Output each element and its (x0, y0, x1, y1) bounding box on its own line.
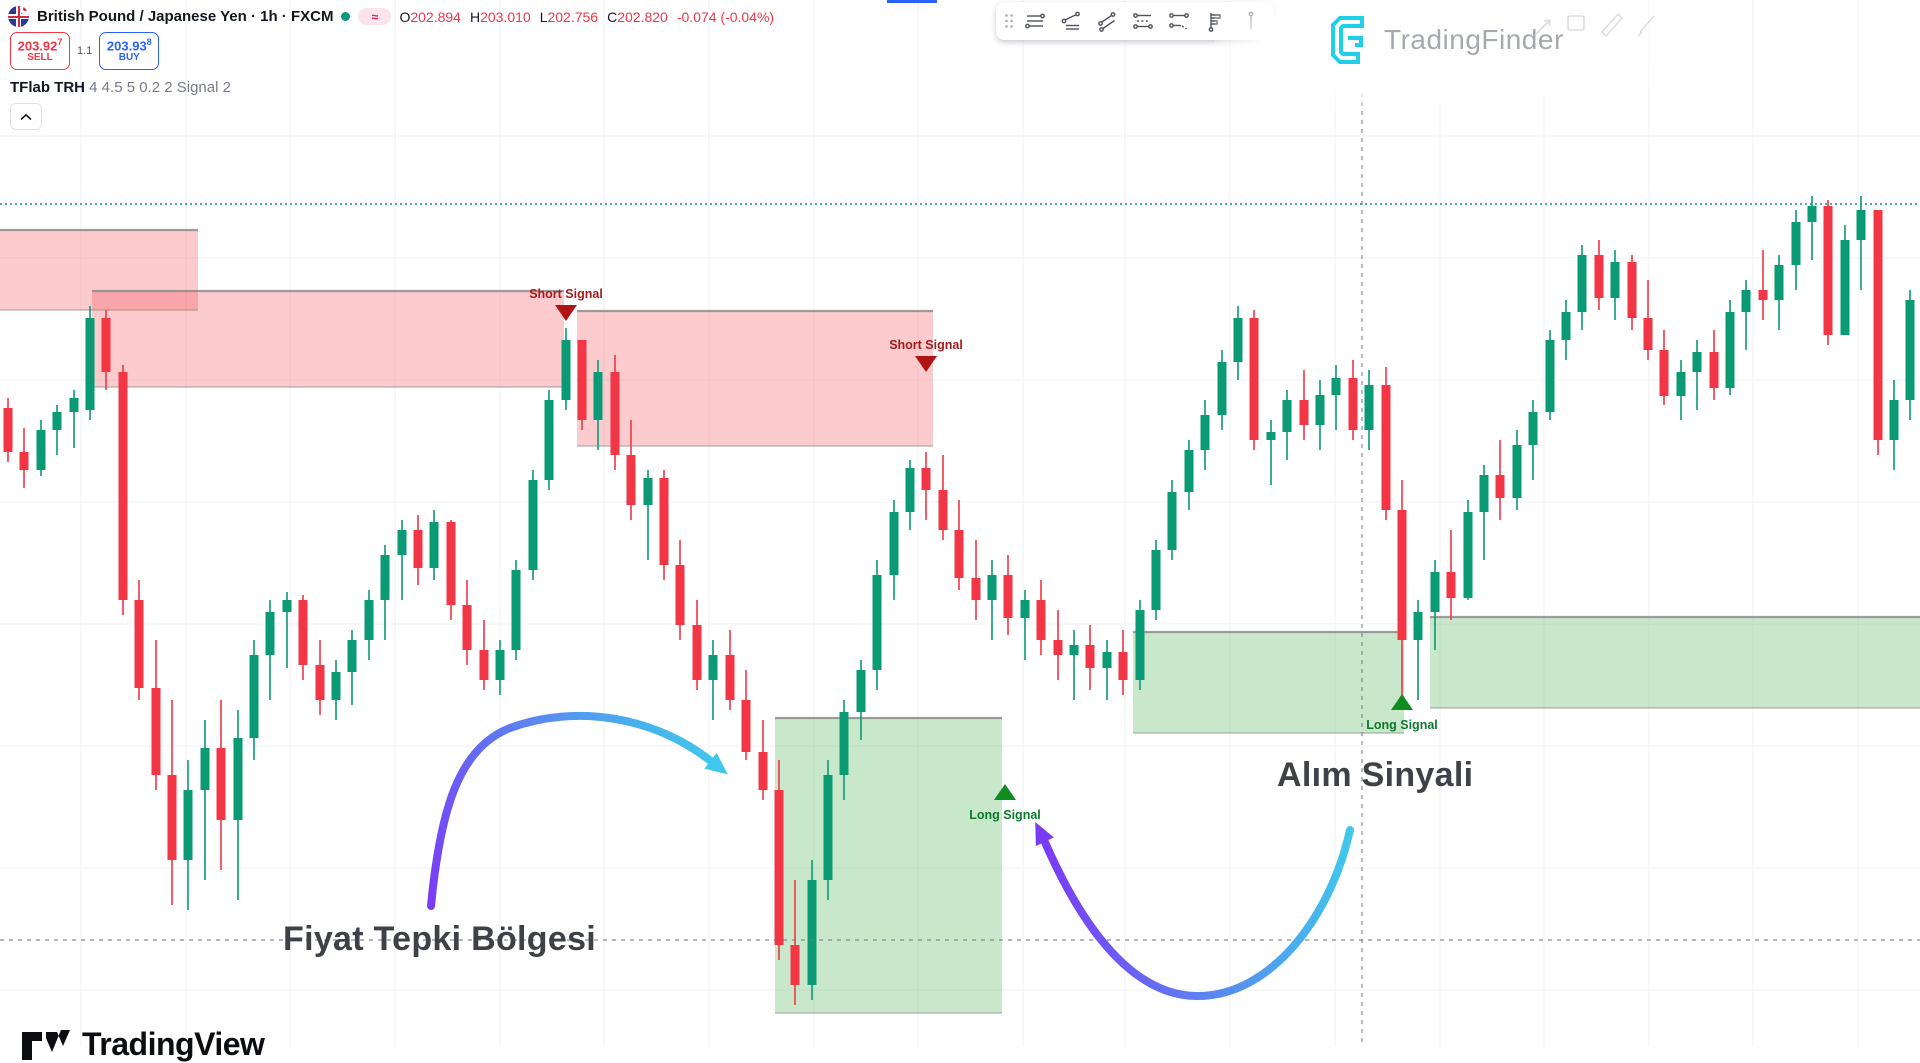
spread-value: 1.1 (77, 45, 93, 57)
top-accent-bar (887, 0, 937, 3)
long-signal-label: Long Signal (969, 808, 1041, 822)
tradingfinder-watermark: TradingFinder (1328, 12, 1564, 68)
long-signal-marker (1391, 694, 1413, 710)
trend-line-tool-icon[interactable] (1054, 5, 1088, 37)
indicator-params: 4 4.5 5 0.2 2 Signal 2 (89, 79, 231, 96)
watermark-backdrop (1215, 0, 1675, 110)
parallel-channel-tool-icon[interactable] (1090, 5, 1124, 37)
tradingview-brand-text: TradingView (82, 1026, 265, 1062)
chevron-up-icon (20, 113, 32, 120)
cross-line-tool-icon[interactable] (1162, 5, 1196, 37)
tradingview-attribution[interactable]: TradingView (20, 1026, 265, 1063)
candles-layer (3, 196, 1915, 1005)
low-value: 202.756 (547, 8, 599, 25)
ohlc-values: O202.894 H203.010 L202.756 C202.820 -0.0… (399, 8, 775, 25)
buy-signal-arrow (1040, 826, 1354, 1001)
toolbar-drag-handle-icon[interactable] (1002, 5, 1016, 37)
short-signal-label: Short Signal (889, 338, 963, 352)
long-signal-marker (994, 784, 1016, 800)
symbol-title[interactable]: British Pound / Japanese Yen · 1h · FXCM (37, 8, 334, 25)
close-value: 202.820 (617, 8, 668, 25)
short-signal-marker (555, 305, 577, 321)
indicator-name: TFlab TRH (10, 79, 85, 96)
gbpjpy-pair-icon (8, 6, 29, 27)
indicator-legend[interactable]: TFlab TRH 4 4.5 5 0.2 2 Signal 2 (10, 79, 231, 96)
zones-layer (0, 228, 1920, 1014)
tradingfinder-brand-text: TradingFinder (1384, 24, 1564, 55)
high-value: 203.010 (480, 8, 531, 25)
price-reaction-arrow-head (704, 752, 728, 775)
order-panel: 203.927 SELL 1.1 203.938 BUY (10, 32, 160, 70)
market-status-dot-icon[interactable] (341, 12, 351, 21)
watermark-doodle-icons (1530, 6, 1680, 55)
arrows-layer (427, 711, 1354, 1001)
symbol-header: British Pound / Japanese Yen · 1h · FXCM… (8, 6, 774, 27)
tradingview-logo-icon (22, 1029, 70, 1060)
long-signal-label: Long Signal (1366, 718, 1438, 732)
signals-layer: Short Signal Short Signal Long Signal Long … (529, 287, 1438, 822)
approx-badge[interactable]: ≈ (358, 8, 392, 25)
open-value: 202.894 (410, 8, 461, 25)
buy-signal-annotation: Alım Sinyali (1277, 756, 1474, 794)
price-reaction-annotation: Fiyat Tepki Bölgesi (283, 920, 597, 958)
horizontal-ray-tool-icon[interactable] (1126, 5, 1160, 37)
crosshair-layer (0, 84, 1920, 1047)
buy-button[interactable]: 203.938 BUY (99, 32, 160, 70)
buy-signal-arrow-head (1035, 822, 1054, 847)
collapse-legend-button[interactable] (10, 103, 42, 130)
short-signal-label: Short Signal (529, 287, 603, 301)
horizontal-line-tool-icon[interactable] (1018, 5, 1052, 37)
sell-button[interactable]: 203.927 SELL (10, 32, 70, 70)
change-value: -0.074 (-0.04%) (676, 8, 775, 25)
tradingfinder-logo-icon (1331, 16, 1364, 64)
short-signal-marker (915, 356, 937, 372)
price-reaction-arrow (427, 711, 716, 910)
